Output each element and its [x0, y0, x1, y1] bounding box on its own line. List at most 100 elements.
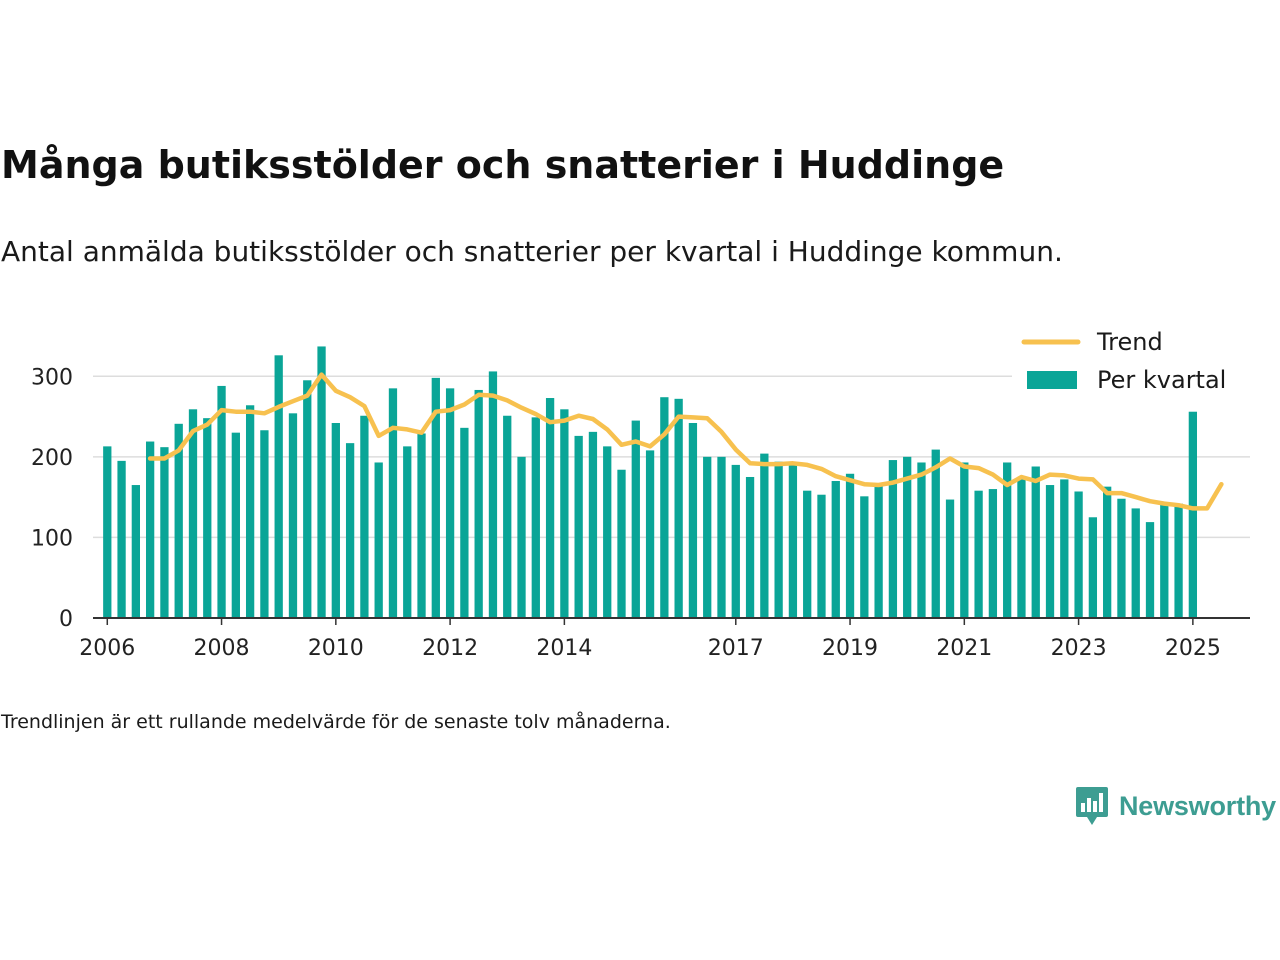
bar-21 — [403, 446, 412, 618]
bar-28 — [503, 415, 512, 618]
bar-12 — [274, 355, 283, 618]
legend-label-per-kvartal: Per kvartal — [1097, 366, 1226, 394]
bar-47 — [774, 461, 783, 618]
brand-logo: Newsworthy — [1075, 784, 1276, 828]
bar-65 — [1031, 466, 1040, 618]
bar-74 — [1160, 503, 1169, 618]
bar-76 — [1188, 411, 1198, 618]
bar-49 — [803, 490, 812, 618]
bar-46 — [760, 453, 769, 618]
bar-71 — [1117, 498, 1126, 618]
bar-4 — [160, 447, 169, 618]
legend-swatch-per-kvartal — [1027, 371, 1077, 389]
legend: Trend Per kvartal — [1012, 320, 1250, 404]
bar-5 — [174, 423, 183, 618]
bar-8 — [217, 385, 226, 618]
x-tick-label-2023: 2023 — [1051, 636, 1107, 661]
bar-7 — [203, 418, 212, 618]
bar-52 — [845, 473, 855, 618]
bar-15 — [317, 346, 326, 618]
bar-42 — [703, 456, 712, 618]
x-tick-label-2012: 2012 — [422, 636, 478, 661]
bar-chart-logo-icon — [1075, 787, 1108, 825]
bar-33 — [574, 435, 583, 618]
legend-background — [1012, 320, 1250, 404]
bar-48 — [788, 462, 798, 618]
bar-39 — [660, 397, 669, 618]
x-tick-label-2008: 2008 — [194, 636, 250, 661]
bar-72 — [1131, 508, 1140, 618]
bar-0 — [103, 446, 112, 618]
bar-2 — [131, 485, 140, 618]
bar-25 — [460, 427, 469, 618]
bar-67 — [1060, 479, 1069, 618]
bar-61 — [974, 490, 983, 618]
bar-series — [103, 346, 1198, 618]
bar-34 — [588, 431, 598, 618]
y-tick-label-100: 100 — [31, 526, 73, 551]
bar-51 — [831, 481, 840, 618]
x-tick-label-2010: 2010 — [308, 636, 364, 661]
bar-44 — [731, 464, 740, 618]
bar-30 — [531, 417, 540, 618]
bar-11 — [260, 430, 269, 618]
bar-1 — [117, 460, 126, 618]
x-tick-label-2014: 2014 — [536, 636, 592, 661]
bar-63 — [1003, 462, 1012, 618]
bar-70 — [1103, 486, 1112, 618]
x-tick-label-2017: 2017 — [708, 636, 764, 661]
chart-subtitle: Antal anmälda butiksstölder och snatteri… — [1, 235, 1063, 268]
bar-18 — [360, 415, 369, 618]
bar-54 — [874, 483, 883, 618]
trend-line — [147, 372, 1224, 511]
bar-58 — [931, 449, 940, 618]
bar-36 — [617, 469, 626, 618]
bar-62 — [988, 489, 998, 618]
bar-56 — [903, 456, 912, 618]
bar-23 — [431, 377, 440, 618]
brand-name: Newsworthy — [1118, 790, 1276, 821]
bar-53 — [860, 496, 869, 618]
bar-69 — [1088, 517, 1098, 618]
chart-title: Många butiksstölder och snatterier i Hud… — [1, 143, 1005, 187]
bar-27 — [488, 371, 498, 618]
bar-43 — [717, 456, 726, 618]
trend-series — [147, 372, 1224, 511]
x-tick-label-2025: 2025 — [1165, 636, 1221, 661]
bar-31 — [545, 398, 555, 618]
bar-38 — [645, 450, 655, 618]
bar-19 — [374, 462, 383, 618]
bar-17 — [345, 443, 355, 618]
legend-label-trend: Trend — [1096, 328, 1163, 356]
x-tick-label-2006: 2006 — [79, 636, 135, 661]
bar-32 — [560, 409, 569, 618]
footnote: Trendlinjen är ett rullande medelvärde f… — [1, 711, 671, 733]
bar-14 — [303, 380, 312, 618]
quarterly-bar-chart: 0 100 200 300 2006 2008 2010 2012 2014 2017 2019 20… — [31, 320, 1250, 661]
bar-29 — [517, 456, 526, 618]
bar-45 — [745, 476, 755, 618]
bar-26 — [474, 389, 483, 618]
y-tick-label-200: 200 — [31, 446, 73, 471]
bar-73 — [1145, 522, 1155, 618]
bar-40 — [674, 398, 683, 618]
bar-37 — [631, 420, 640, 618]
bar-50 — [817, 494, 826, 618]
bar-35 — [603, 446, 612, 618]
bar-16 — [331, 422, 340, 618]
axes: 0 100 200 300 2006 2008 2010 2012 2014 2017 2019 20… — [31, 365, 1250, 661]
x-tick-label-2021: 2021 — [936, 636, 992, 661]
bar-66 — [1045, 485, 1055, 618]
bar-20 — [388, 388, 398, 618]
bar-3 — [145, 441, 155, 618]
bar-60 — [960, 462, 969, 618]
bar-55 — [888, 460, 898, 618]
bar-22 — [417, 433, 426, 618]
bar-6 — [188, 409, 198, 618]
bar-41 — [688, 422, 698, 618]
bar-68 — [1074, 491, 1083, 618]
bar-59 — [945, 499, 955, 618]
bar-13 — [288, 413, 298, 618]
y-tick-label-300: 300 — [31, 365, 73, 390]
y-tick-label-0: 0 — [59, 607, 73, 632]
